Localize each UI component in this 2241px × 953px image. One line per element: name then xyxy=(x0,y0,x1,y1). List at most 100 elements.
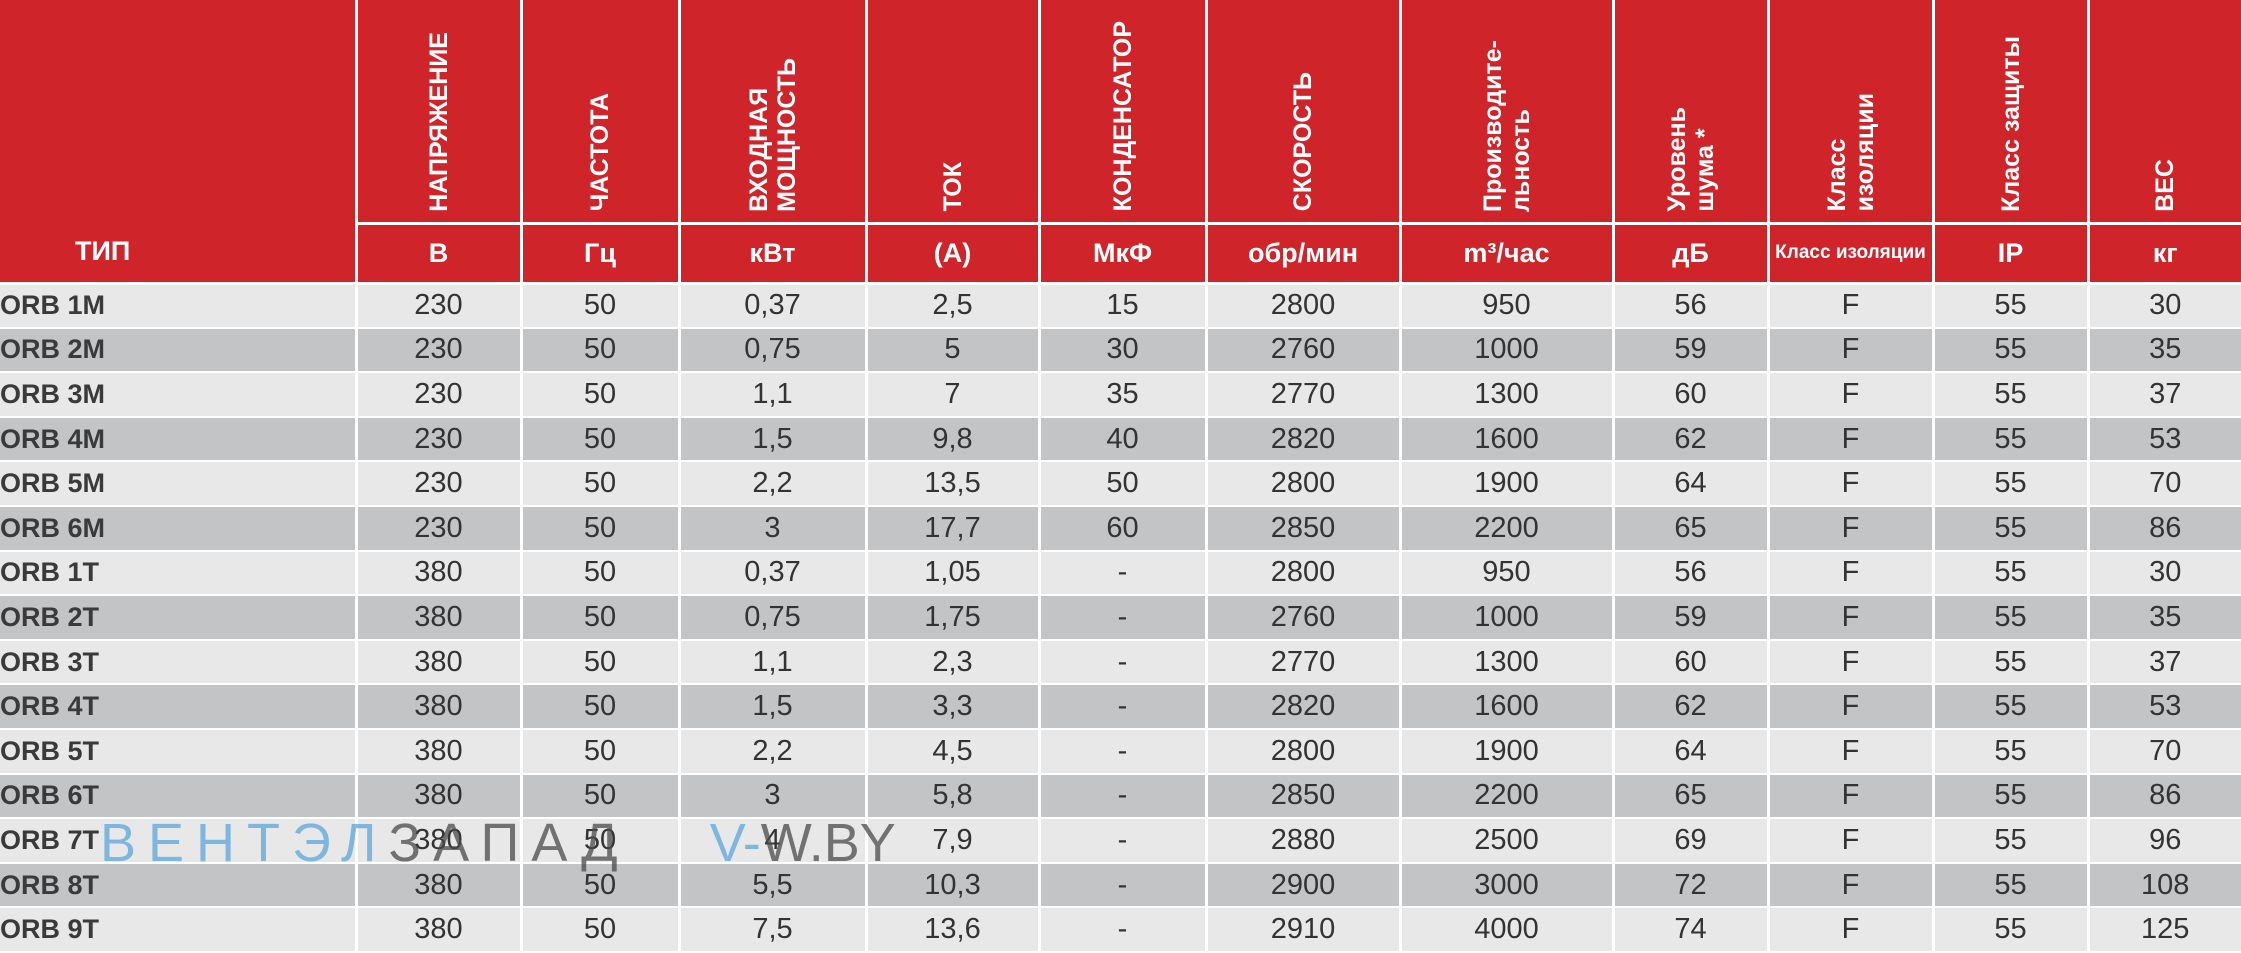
model-cell: ORB 8T xyxy=(0,862,358,909)
table-cell: 2500 xyxy=(1400,818,1615,864)
table-row: ORB 2T 380 50 0,75 1,75-2760 1000 59 F 55 35 xyxy=(0,595,2241,641)
table-cell: F xyxy=(1768,550,1935,597)
table-cell: 55 xyxy=(1933,728,2090,775)
table-cell: 2,3 xyxy=(866,639,1041,686)
unit-capacitor: МкФ xyxy=(1039,223,1208,285)
table-cell: 0,37 xyxy=(679,283,868,329)
table-cell: 53 xyxy=(2088,416,2241,463)
table-cell: 62 xyxy=(1613,684,1770,730)
table-cell: 50 xyxy=(521,862,681,909)
unit-power: кВт xyxy=(679,223,868,285)
table-cell: 2200 xyxy=(1400,773,1615,820)
table-cell: 2900 xyxy=(1206,862,1402,909)
column-header-capacitor: КОНДЕНСАТОР xyxy=(1039,0,1208,225)
table-cell: 56 xyxy=(1613,283,1770,329)
table-cell: 2,2 xyxy=(679,728,868,775)
table-cell: 1,5 xyxy=(679,416,868,463)
table-row: ORB 1T 380 50 0,37 1,05-2800 950 56 F 55 30 xyxy=(0,550,2241,597)
table-cell: 50 xyxy=(521,684,681,730)
table-cell: 55 xyxy=(1933,372,2090,418)
column-header-noise: Уровень шума * xyxy=(1613,0,1770,225)
table-cell: 37 xyxy=(2088,372,2241,418)
table-cell: 230 xyxy=(356,461,523,507)
table-cell: 50 xyxy=(521,595,681,641)
model-cell: ORB 9T xyxy=(0,907,358,953)
table-cell: 35 xyxy=(1039,372,1208,418)
table-cell: 50 xyxy=(521,818,681,864)
column-name-voltage: НАПРЯЖЕНИЕ xyxy=(424,31,453,212)
table-cell: 60 xyxy=(1039,505,1208,552)
table-cell: 56 xyxy=(1613,550,1770,597)
model-cell: ORB 1M xyxy=(0,283,358,329)
table-cell: 37 xyxy=(2088,639,2241,686)
table-row: ORB 6M 230 50 3 17,7 60 2850 2200 65 F 55 86 xyxy=(0,505,2241,552)
unit-airflow: m³/час xyxy=(1400,223,1615,285)
table-cell: 1,05 xyxy=(866,550,1041,597)
table-cell: 380 xyxy=(356,773,523,820)
table-cell: 86 xyxy=(2088,505,2241,552)
table-cell: 7,5 xyxy=(679,907,868,953)
table-cell: 2800 xyxy=(1206,728,1402,775)
model-cell: ORB 4T xyxy=(0,684,358,730)
table-cell: 50 xyxy=(521,327,681,374)
table-cell: 2770 xyxy=(1206,639,1402,686)
model-cell: ORB 6M xyxy=(0,505,358,552)
table-cell: 2850 xyxy=(1206,505,1402,552)
table-cell: F xyxy=(1768,372,1935,418)
table-cell: 380 xyxy=(356,639,523,686)
table-cell: 4 xyxy=(679,818,868,864)
table-cell: 74 xyxy=(1613,907,1770,953)
unit-current: (А) xyxy=(866,223,1041,285)
table-cell: F xyxy=(1768,595,1935,641)
table-cell: 230 xyxy=(356,372,523,418)
table-cell: 2800 xyxy=(1206,550,1402,597)
table-cell: 35 xyxy=(2088,327,2241,374)
table-cell: 1600 xyxy=(1400,684,1615,730)
table-cell: 55 xyxy=(1933,550,2090,597)
table-cell: F xyxy=(1768,639,1935,686)
unit-frequency: Гц xyxy=(521,223,681,285)
table-body: ORB 1M 230 50 0,37 2,5 15 2800 950 56 F 55 30 ORB 2M… xyxy=(0,283,2241,953)
model-cell: ORB 7T xyxy=(0,818,358,864)
table-cell: 3 xyxy=(679,505,868,552)
table-cell: 55 xyxy=(1933,283,2090,329)
table-cell: 13,5 xyxy=(866,461,1041,507)
table-row: ORB 3M 230 50 1,1 7 35 2770 1300 60 F 55 37 xyxy=(0,372,2241,418)
table-row: ORB 5T 380 50 2,2 4,5-2800 1900 64 F 55 70 xyxy=(0,728,2241,775)
table-cell: F xyxy=(1768,907,1935,953)
column-header-airflow: Производите- льность xyxy=(1400,0,1615,225)
table-cell: F xyxy=(1768,505,1935,552)
column-header-insulation: Класс изоляции xyxy=(1768,0,1935,225)
table-cell: 380 xyxy=(356,595,523,641)
column-name-insulation: Класс изоляции xyxy=(1822,93,1879,212)
table-cell: 50 xyxy=(521,505,681,552)
model-cell: ORB 3T xyxy=(0,639,358,686)
table-cell: 2820 xyxy=(1206,684,1402,730)
unit-noise: дБ xyxy=(1613,223,1770,285)
table-cell: 50 xyxy=(521,416,681,463)
table-cell: 55 xyxy=(1933,773,2090,820)
table-cell: 3,3 xyxy=(866,684,1041,730)
column-name-capacitor: КОНДЕНСАТОР xyxy=(1108,21,1137,212)
table-cell: - xyxy=(1039,773,1208,820)
table-cell: 35 xyxy=(2088,595,2241,641)
table-cell: 30 xyxy=(1039,327,1208,374)
table-cell: 2880 xyxy=(1206,818,1402,864)
table-cell: 60 xyxy=(1613,639,1770,686)
table-cell: 380 xyxy=(356,728,523,775)
table-cell: 96 xyxy=(2088,818,2241,864)
table-row: ORB 9T 380 50 7,5 13,6-2910 4000 74 F 55 125 xyxy=(0,907,2241,953)
table-cell: 0,75 xyxy=(679,595,868,641)
table-cell: 4000 xyxy=(1400,907,1615,953)
table-cell: 2850 xyxy=(1206,773,1402,820)
column-name-power: ВХОДНАЯ МОЩНОСТЬ xyxy=(744,57,801,212)
table-cell: 1900 xyxy=(1400,728,1615,775)
table-cell: 65 xyxy=(1613,505,1770,552)
table-cell: 230 xyxy=(356,327,523,374)
table-cell: 72 xyxy=(1613,862,1770,909)
table-cell: F xyxy=(1768,773,1935,820)
table-cell: 230 xyxy=(356,283,523,329)
table-cell: 60 xyxy=(1613,372,1770,418)
table-cell: 50 xyxy=(1039,461,1208,507)
table-cell: - xyxy=(1039,728,1208,775)
